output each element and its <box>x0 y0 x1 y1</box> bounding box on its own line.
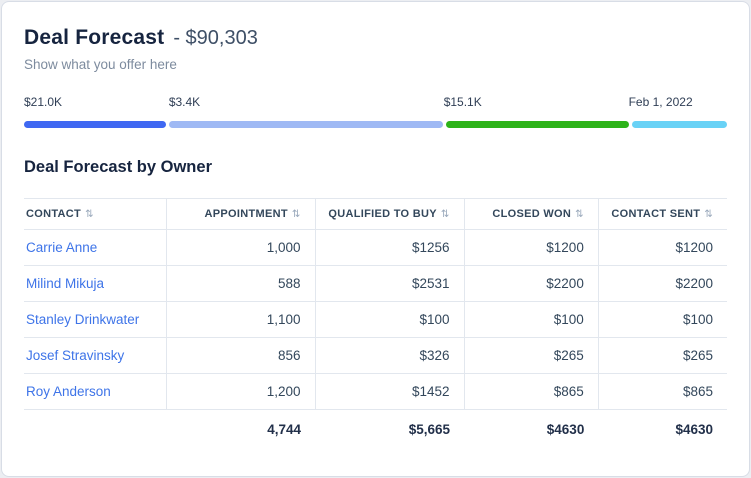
table-row: Stanley Drinkwater 1,100 $100 $100 $100 <box>24 301 727 338</box>
table-row: Josef Stravinsky 856 $326 $265 $265 <box>24 337 727 374</box>
totals-row: 4,744 $5,665 $4630 $4630 <box>24 410 727 450</box>
section-title: Deal Forecast by Owner <box>24 158 212 176</box>
progress-segment-blue <box>24 121 166 128</box>
appointment-cell: 1,200 <box>166 373 316 410</box>
totals-spacer <box>24 410 166 450</box>
appointment-cell: 588 <box>166 265 316 302</box>
table-row: Carrie Anne 1,000 $1256 $1200 $1200 <box>24 229 727 266</box>
column-header-label: Contact Sent <box>611 208 701 220</box>
bar-segment-label: $3.4K <box>168 95 201 109</box>
column-header-contact-sent[interactable]: Contact Sent ⇅ <box>598 198 727 230</box>
closed-won-cell: $2200 <box>464 265 599 302</box>
column-header-label: Qualified to Buy <box>328 208 437 220</box>
contact-sent-cell: $2200 <box>598 265 727 302</box>
qualified-cell: $1256 <box>315 229 465 266</box>
closed-won-cell: $100 <box>464 301 599 338</box>
forecast-table: Contact ⇅ Appointment ⇅ Qualified to Buy ⇅ … <box>24 198 727 449</box>
closed-won-cell: $265 <box>464 337 599 374</box>
contact-sent-cell: $865 <box>598 373 727 410</box>
contact-link[interactable]: Milind Mikuja <box>26 276 105 291</box>
qualified-cell: $1452 <box>315 373 465 410</box>
column-header-closed-won[interactable]: Closed Won ⇅ <box>464 198 599 230</box>
page-title: Deal Forecast <box>24 26 165 49</box>
column-header-contact[interactable]: Contact ⇅ <box>24 198 167 230</box>
sort-icon[interactable]: ⇅ <box>85 209 94 220</box>
contact-sent-cell: $1200 <box>598 229 727 266</box>
sort-icon[interactable]: ⇅ <box>291 209 301 220</box>
table-row: Roy Anderson 1,200 $1452 $865 $865 <box>24 373 727 410</box>
totals-contact-sent: $4630 <box>675 422 713 437</box>
qualified-cell: $326 <box>315 337 465 374</box>
forecast-progress: $21.0K $3.4K $15.1K Feb 1, 2022 <box>24 95 727 128</box>
closed-won-cell: $865 <box>464 373 599 410</box>
qualified-cell: $2531 <box>315 265 465 302</box>
sort-icon[interactable]: ⇅ <box>575 209 584 220</box>
column-header-label: Appointment <box>204 208 288 220</box>
page-subtitle: Show what you offer here <box>24 57 177 72</box>
bar-segment-label: $15.1K <box>443 95 482 109</box>
progress-segment-lightblue <box>169 121 444 128</box>
column-header-label: Contact <box>26 208 82 220</box>
contact-link[interactable]: Stanley Drinkwater <box>26 312 140 327</box>
sort-icon[interactable]: ⇅ <box>704 209 713 220</box>
appointment-cell: 1,000 <box>166 229 316 266</box>
bar-segment-label: Feb 1, 2022 <box>628 95 693 109</box>
table-row: Milind Mikuja 588 $2531 $2200 $2200 <box>24 265 727 302</box>
contact-link[interactable]: Josef Stravinsky <box>26 348 125 363</box>
progress-segment-cyan <box>631 121 727 128</box>
appointment-cell: 856 <box>166 337 316 374</box>
contact-link[interactable]: Roy Anderson <box>26 384 111 399</box>
sort-icon[interactable]: ⇅ <box>440 209 450 220</box>
page-header: Deal Forecast - $90,303 <box>24 26 727 50</box>
column-header-appointment[interactable]: Appointment ⇅ <box>166 198 316 230</box>
progress-labels: $21.0K $3.4K $15.1K Feb 1, 2022 <box>24 95 727 112</box>
qualified-cell: $100 <box>315 301 465 338</box>
appointment-cell: 1,100 <box>166 301 316 338</box>
progress-bar <box>24 121 727 128</box>
contact-sent-cell: $100 <box>598 301 727 338</box>
bar-segment-label: $21.0K <box>24 95 63 109</box>
totals-closed-won: $4630 <box>546 422 585 437</box>
table-header-row: Contact ⇅ Appointment ⇅ Qualified to Buy ⇅ … <box>24 198 727 230</box>
header-total-amount: - $90,303 <box>173 27 258 49</box>
column-header-qualified-to-buy[interactable]: Qualified to Buy ⇅ <box>315 198 465 230</box>
totals-appointment: 4,744 <box>267 422 302 437</box>
contact-link[interactable]: Carrie Anne <box>26 240 98 255</box>
closed-won-cell: $1200 <box>464 229 599 266</box>
contact-sent-cell: $265 <box>598 337 727 374</box>
progress-segment-green <box>446 121 629 128</box>
column-header-label: Closed Won <box>492 208 572 220</box>
totals-qualified: $5,665 <box>408 422 451 437</box>
